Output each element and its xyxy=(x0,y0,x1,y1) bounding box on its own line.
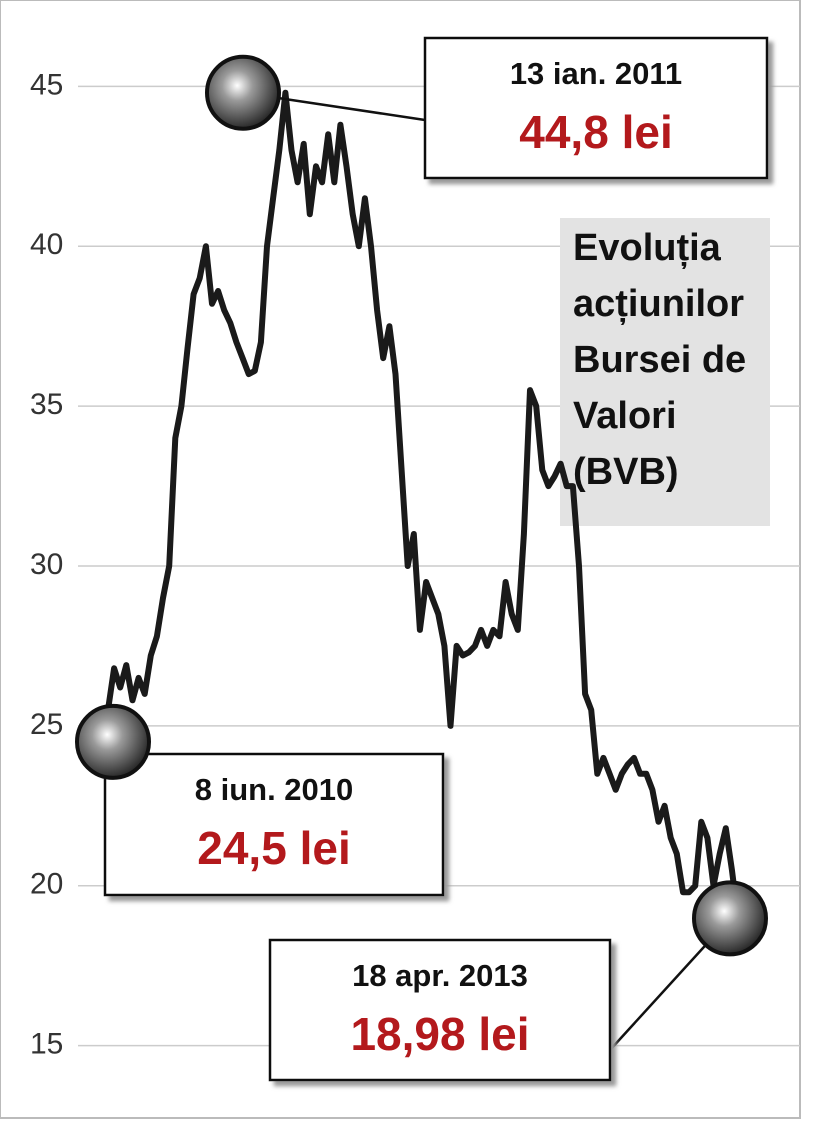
y-tick-label: 45 xyxy=(30,68,63,101)
chart-title: Evoluția xyxy=(573,227,722,269)
chart-title: acțiunilor xyxy=(573,283,744,325)
y-tick-label: 15 xyxy=(30,1028,63,1061)
callout-date: 8 iun. 2010 xyxy=(195,772,354,807)
y-tick-label: 35 xyxy=(30,388,63,421)
callout-date: 18 apr. 2013 xyxy=(352,958,528,993)
callout-value: 44,8 lei xyxy=(519,106,672,158)
callout-box xyxy=(268,938,612,1082)
chart-title: (BVB) xyxy=(573,451,679,493)
y-tick-label: 40 xyxy=(30,228,63,261)
callout-value: 24,5 lei xyxy=(197,822,350,874)
y-tick-label: 20 xyxy=(30,868,63,901)
callout-box xyxy=(103,752,445,897)
callout-date: 13 ian. 2011 xyxy=(510,56,682,91)
y-tick-label: 25 xyxy=(30,708,63,741)
chart-title: Valori xyxy=(573,395,677,437)
price-line xyxy=(105,89,741,919)
frame xyxy=(0,0,801,1119)
chart-title: Bursei de xyxy=(573,339,746,381)
callout-value: 18,98 lei xyxy=(350,1008,529,1060)
marker-ball xyxy=(692,880,768,957)
title-box xyxy=(560,218,770,526)
marker-ball xyxy=(205,54,281,131)
y-tick-label: 30 xyxy=(30,548,63,581)
marker-ball xyxy=(75,703,151,780)
callout-box xyxy=(423,36,769,180)
